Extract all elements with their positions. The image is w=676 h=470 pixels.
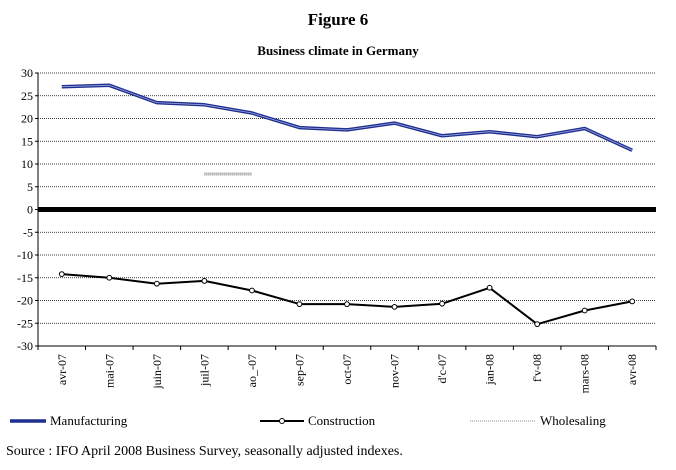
- y-tick-label: 10: [21, 157, 33, 171]
- x-tick-label: avr-08: [625, 354, 639, 385]
- data-point-construction: [296, 301, 303, 308]
- legend-item-wholesaling: Wholesaling: [470, 410, 606, 432]
- legend-label-manufacturing: Manufacturing: [50, 413, 128, 428]
- series-line-manufacturing: [61, 83, 633, 152]
- x-tick-label: avr-07: [55, 354, 69, 385]
- data-point-construction: [486, 284, 493, 291]
- data-point-construction: [249, 287, 255, 294]
- x-tick-label: sep-07: [292, 354, 306, 386]
- x-tick-label: ao_-07: [245, 354, 259, 387]
- x-tick-label: mai-07: [102, 354, 116, 388]
- data-point-construction: [581, 307, 588, 314]
- x-tick-label: juil-07: [197, 354, 211, 387]
- chart-title: Business climate in Germany: [257, 43, 419, 58]
- legend-swatch-wholesaling: [470, 420, 536, 422]
- data-point-construction: [391, 303, 398, 310]
- y-tick-label: -30: [17, 339, 33, 353]
- y-tick-label: -20: [17, 294, 33, 308]
- data-point-construction: [58, 271, 65, 278]
- y-tick-label: -25: [17, 316, 33, 330]
- legend-label-wholesaling: Wholesaling: [540, 413, 606, 428]
- source-note: Source : IFO April 2008 Business Survey,…: [6, 444, 403, 459]
- data-point-construction: [153, 280, 160, 287]
- data-point-construction: [629, 298, 636, 305]
- y-tick-label: -15: [17, 271, 33, 285]
- data-point-construction: [534, 321, 541, 328]
- legend-label-construction: Construction: [308, 413, 376, 428]
- y-tick-label: 5: [27, 180, 33, 194]
- series-line-highlight-manufacturing: [61, 84, 633, 151]
- data-point-construction: [439, 300, 445, 307]
- x-tick-label: oct-07: [340, 354, 354, 385]
- y-tick-label: 25: [21, 89, 33, 103]
- x-tick-label: juin-07: [150, 354, 164, 390]
- legend-item-manufacturing: Manufacturing: [10, 410, 127, 432]
- y-tick-label: 30: [21, 66, 33, 80]
- legend: Manufacturing Construction Wholesaling: [0, 410, 676, 432]
- data-point-construction: [344, 301, 350, 308]
- figure-title: Figure 6: [307, 10, 369, 29]
- line-chart: 30 25 20 15 10 5 0 -5 -10 -15 -20 -25 -30 avr-07 mai-0…: [17, 66, 657, 393]
- x-tick-label: jan-08: [483, 354, 497, 386]
- series-line-construction: [61, 273, 633, 326]
- legend-item-construction: Construction: [260, 410, 375, 432]
- data-point-construction: [106, 274, 113, 281]
- x-tick-label: nov-07: [388, 354, 402, 388]
- y-tick-label: -5: [23, 225, 33, 239]
- legend-swatch-manufacturing: [10, 419, 46, 423]
- y-tick-label: 15: [21, 134, 33, 148]
- y-tick-label: 0: [27, 203, 33, 217]
- y-tick-label: -10: [17, 248, 33, 262]
- x-tick-label: mars-08: [578, 354, 592, 393]
- legend-swatch-construction: [260, 418, 304, 424]
- x-tick-label: f'v-08: [530, 354, 544, 382]
- x-tick-label: d'c-07: [435, 354, 449, 383]
- data-point-construction: [201, 278, 208, 284]
- y-tick-label: 20: [21, 112, 33, 126]
